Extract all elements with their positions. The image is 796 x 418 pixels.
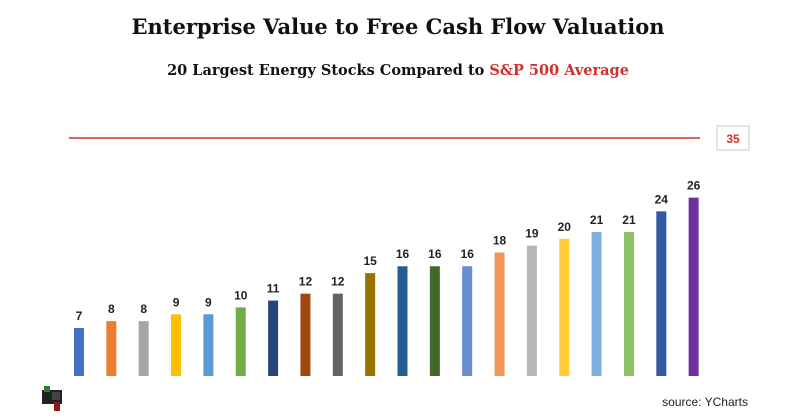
subtitle-prefix: 20 Largest Energy Stocks Compared to (167, 62, 490, 79)
bar-20 (688, 197, 699, 376)
bar-12 (429, 266, 440, 376)
source-note: source: YCharts (662, 395, 748, 409)
bar-16 (559, 238, 570, 376)
bar-value-label-4: 9 (173, 295, 180, 309)
bar-1 (74, 327, 84, 376)
logo-icon (42, 386, 62, 411)
bar-17 (591, 231, 602, 376)
bar-6 (235, 307, 246, 376)
bar-value-label-20: 26 (687, 179, 701, 193)
bar-2 (106, 321, 117, 376)
bar-value-label-9: 12 (331, 275, 345, 289)
chart-title: Enterprise Value to Free Cash Flow Valua… (131, 14, 665, 39)
bar-13 (462, 266, 473, 376)
bar-value-label-11: 16 (396, 247, 410, 261)
bar-value-label-18: 21 (622, 213, 636, 227)
subtitle-highlight: S&P 500 Average (489, 62, 629, 79)
bar-7 (268, 300, 279, 376)
bar-value-label-1: 7 (76, 309, 83, 323)
bar-10 (365, 273, 376, 376)
bar-4 (171, 314, 182, 376)
bar-value-label-19: 24 (655, 192, 669, 206)
bar-5 (203, 314, 214, 376)
bar-15 (526, 245, 537, 376)
bar-19 (656, 211, 667, 376)
bar-value-label-12: 16 (428, 247, 442, 261)
bar-value-label-14: 18 (493, 234, 507, 248)
bar-value-label-5: 9 (205, 295, 212, 309)
bar-value-label-17: 21 (590, 213, 604, 227)
bar-value-label-10: 15 (363, 254, 377, 268)
bar-3 (138, 321, 149, 376)
bar-value-label-6: 10 (234, 288, 248, 302)
bar-9 (332, 293, 343, 376)
bar-value-label-3: 8 (140, 302, 147, 316)
bar-14 (494, 252, 505, 376)
bar-value-label-7: 11 (267, 282, 280, 296)
bar-value-label-8: 12 (299, 275, 313, 289)
bar-18 (623, 231, 634, 376)
sp500-average-label-box (716, 125, 750, 151)
bar-8 (300, 293, 311, 376)
bar-value-label-15: 19 (525, 227, 539, 241)
bar-value-label-13: 16 (461, 247, 475, 261)
chart-subtitle: 20 Largest Energy Stocks Compared to S&P… (0, 62, 796, 79)
sp500-average-label: 35 (726, 132, 740, 146)
bar-value-label-16: 20 (558, 220, 572, 234)
bar-11 (397, 266, 408, 376)
bar-value-label-2: 8 (108, 302, 115, 316)
